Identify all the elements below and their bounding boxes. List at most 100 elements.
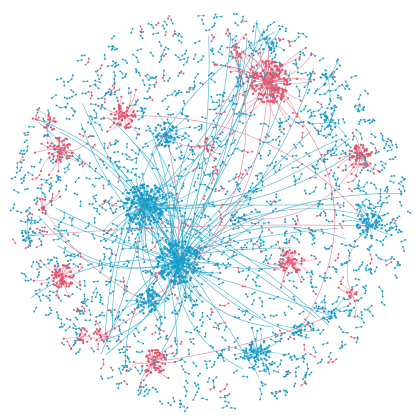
graph-node[interactable]	[167, 401, 170, 404]
graph-node[interactable]	[134, 216, 137, 218]
graph-node[interactable]	[136, 110, 139, 113]
graph-node[interactable]	[157, 32, 160, 35]
graph-node[interactable]	[24, 174, 27, 177]
graph-node[interactable]	[57, 178, 60, 181]
graph-node[interactable]	[301, 145, 304, 147]
graph-node[interactable]	[193, 152, 196, 155]
graph-node[interactable]	[274, 171, 277, 174]
graph-node[interactable]	[278, 117, 281, 120]
graph-node[interactable]	[233, 112, 236, 115]
graph-node[interactable]	[273, 262, 276, 265]
graph-node[interactable]	[260, 179, 263, 182]
graph-node[interactable]	[172, 34, 175, 37]
graph-node[interactable]	[278, 169, 281, 171]
graph-node[interactable]	[135, 137, 138, 140]
graph-node[interactable]	[63, 251, 66, 254]
graph-node[interactable]	[127, 231, 130, 234]
graph-node[interactable]	[245, 195, 248, 197]
graph-node[interactable]	[23, 132, 26, 135]
graph-node[interactable]	[255, 190, 258, 193]
graph-node[interactable]	[38, 271, 41, 274]
graph-node[interactable]	[284, 242, 287, 245]
graph-node[interactable]	[74, 339, 76, 342]
graph-node[interactable]	[287, 97, 290, 100]
graph-node[interactable]	[228, 234, 231, 237]
graph-node[interactable]	[333, 189, 336, 192]
graph-node[interactable]	[320, 105, 323, 108]
graph-node[interactable]	[57, 229, 60, 232]
graph-node[interactable]	[36, 200, 39, 203]
graph-node[interactable]	[164, 350, 167, 353]
graph-node[interactable]	[95, 210, 98, 213]
graph-node[interactable]	[154, 210, 157, 213]
graph-node[interactable]	[359, 119, 362, 121]
graph-node[interactable]	[28, 219, 31, 222]
graph-node[interactable]	[111, 375, 114, 378]
graph-node[interactable]	[64, 171, 67, 174]
graph-node[interactable]	[211, 135, 214, 138]
graph-node[interactable]	[289, 79, 292, 82]
graph-node[interactable]	[310, 281, 312, 284]
graph-node[interactable]	[60, 341, 63, 344]
graph-node[interactable]	[247, 269, 250, 272]
graph-node[interactable]	[130, 171, 133, 174]
graph-node[interactable]	[340, 153, 343, 156]
graph-node[interactable]	[86, 298, 89, 301]
graph-node[interactable]	[172, 113, 175, 115]
graph-node[interactable]	[400, 204, 403, 207]
graph-node[interactable]	[129, 368, 132, 371]
graph-node[interactable]	[90, 337, 93, 340]
graph-node[interactable]	[75, 328, 78, 330]
graph-node[interactable]	[179, 58, 181, 61]
graph-node[interactable]	[55, 93, 58, 96]
graph-node[interactable]	[236, 85, 239, 88]
graph-node[interactable]	[283, 311, 286, 314]
graph-node[interactable]	[180, 144, 182, 147]
graph-node[interactable]	[75, 93, 78, 96]
graph-node[interactable]	[82, 312, 85, 315]
graph-node[interactable]	[258, 138, 261, 141]
graph-node[interactable]	[99, 67, 102, 70]
graph-node[interactable]	[389, 227, 391, 229]
graph-node[interactable]	[206, 314, 209, 317]
graph-node[interactable]	[341, 264, 344, 267]
graph-node[interactable]	[139, 25, 142, 28]
graph-node[interactable]	[247, 203, 250, 206]
graph-node[interactable]	[364, 164, 367, 167]
graph-node[interactable]	[277, 144, 280, 147]
graph-node[interactable]	[394, 274, 397, 277]
graph-node[interactable]	[119, 280, 122, 283]
graph-node[interactable]	[204, 183, 207, 186]
graph-node[interactable]	[274, 335, 277, 338]
graph-node[interactable]	[142, 30, 145, 33]
graph-node[interactable]	[105, 280, 108, 283]
graph-node[interactable]	[194, 42, 196, 44]
graph-node[interactable]	[356, 337, 359, 340]
graph-node[interactable]	[260, 43, 263, 46]
graph-node[interactable]	[248, 266, 251, 269]
graph-node[interactable]	[211, 188, 214, 191]
graph-node[interactable]	[49, 299, 52, 302]
graph-node[interactable]	[72, 322, 75, 325]
graph-node[interactable]	[317, 160, 320, 163]
graph-node[interactable]	[126, 285, 129, 288]
graph-node[interactable]	[100, 64, 103, 67]
graph-node[interactable]	[98, 213, 101, 216]
graph-node[interactable]	[259, 238, 262, 241]
graph-node[interactable]	[64, 188, 67, 191]
graph-node[interactable]	[337, 256, 339, 259]
graph-node[interactable]	[83, 302, 86, 305]
graph-node[interactable]	[292, 62, 295, 65]
graph-node[interactable]	[83, 310, 86, 313]
graph-node[interactable]	[161, 256, 164, 259]
graph-node[interactable]	[69, 258, 72, 261]
graph-node[interactable]	[151, 76, 154, 79]
graph-node[interactable]	[232, 94, 235, 97]
graph-node[interactable]	[98, 78, 101, 81]
graph-node[interactable]	[228, 133, 231, 136]
graph-node[interactable]	[320, 103, 323, 106]
graph-node[interactable]	[278, 135, 281, 138]
graph-node[interactable]	[183, 250, 186, 253]
graph-node[interactable]	[184, 292, 187, 295]
graph-node[interactable]	[231, 103, 234, 106]
